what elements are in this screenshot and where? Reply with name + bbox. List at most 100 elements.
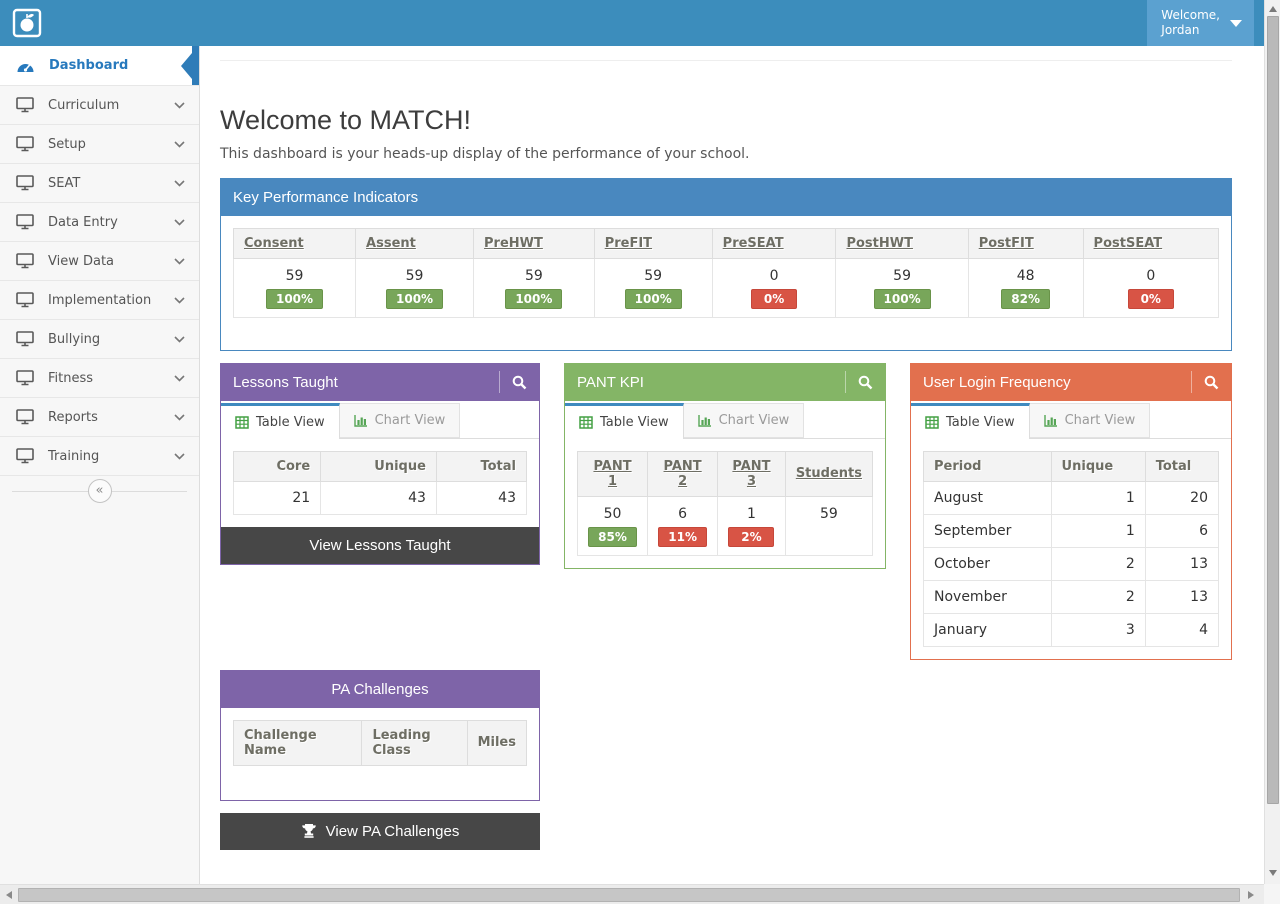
- user-menu-greeting: Welcome,: [1161, 8, 1220, 22]
- search-icon: [512, 375, 527, 390]
- kpi-col-preseat[interactable]: PreSEAT: [711, 228, 837, 259]
- trophy-icon: [301, 824, 316, 839]
- user-menu[interactable]: Welcome, Jordan: [1147, 0, 1254, 46]
- login-period: November: [923, 579, 1052, 614]
- login-total: 13: [1144, 546, 1220, 581]
- tab-label: Chart View: [1064, 412, 1136, 428]
- kpi-col-assent[interactable]: Assent: [355, 228, 475, 259]
- monitor-icon: [16, 292, 34, 308]
- tab-label: Table View: [600, 414, 669, 430]
- monitor-icon: [16, 370, 34, 386]
- pant-col-2: PANT 2: [647, 450, 719, 497]
- login-unique: 2: [1050, 579, 1146, 614]
- match-logo-icon: [12, 8, 42, 38]
- scroll-left-arrow[interactable]: [6, 890, 12, 899]
- kpi-col-prefit[interactable]: PreFIT: [593, 228, 713, 259]
- kpi-col-posthwt[interactable]: PostHWT: [835, 228, 969, 259]
- pant-value: 6: [678, 505, 688, 522]
- pant-values-row: 50 85% 6 11% 1 2% 59: [576, 495, 874, 556]
- kpi-pct-badge: 100%: [386, 288, 444, 309]
- login-row: August 1 20: [923, 480, 1220, 515]
- table-grid-icon: [925, 416, 939, 429]
- scroll-down-arrow[interactable]: [1268, 870, 1277, 876]
- page-title: Welcome to MATCH!: [220, 105, 472, 135]
- kpi-pct-badge: 0%: [1127, 288, 1174, 309]
- tab-label: Chart View: [718, 412, 790, 428]
- sidebar-item-label: Implementation: [48, 292, 152, 308]
- login-unique: 1: [1050, 513, 1146, 548]
- kpi-value: 59: [524, 268, 543, 284]
- horizontal-scrollbar[interactable]: [0, 884, 1264, 904]
- vertical-scrollbar-thumb[interactable]: [1266, 16, 1279, 804]
- pant-panel-title: PANT KPI: [577, 373, 644, 391]
- sidebar-nav: Dashboard Curriculum Setup SEAT: [0, 46, 200, 884]
- scroll-right-arrow[interactable]: [1248, 890, 1254, 899]
- scrollbar-corner: [1264, 884, 1280, 904]
- vertical-scrollbar[interactable]: [1264, 0, 1280, 884]
- sidebar-item-bullying[interactable]: Bullying: [0, 320, 199, 359]
- pant-search-button[interactable]: [845, 371, 873, 394]
- sidebar-item-seat[interactable]: SEAT: [0, 164, 199, 203]
- kpi-col-prehwt[interactable]: PreHWT: [473, 228, 595, 259]
- kpi-value: 59: [893, 268, 911, 284]
- kpi-panel: Key Performance Indicators Consent Assen…: [220, 178, 1232, 351]
- login-total: 20: [1144, 480, 1220, 515]
- lessons-tab-chart-view[interactable]: Chart View: [339, 402, 461, 438]
- lessons-tab-table-view[interactable]: Table View: [221, 402, 340, 439]
- bar-chart-icon: [353, 414, 367, 427]
- login-row: September 1 6: [923, 513, 1220, 548]
- monitor-icon: [16, 331, 34, 347]
- lessons-panel-title: Lessons Taught: [233, 373, 338, 391]
- login-col-period: Period: [923, 450, 1052, 482]
- sidebar-item-label: Fitness: [48, 370, 94, 386]
- sidebar-item-reports[interactable]: Reports: [0, 398, 199, 437]
- kpi-col-consent[interactable]: Consent: [232, 228, 357, 259]
- kpi-col-postfit[interactable]: PostFIT: [967, 228, 1084, 259]
- scroll-up-arrow[interactable]: [1268, 6, 1277, 12]
- pa-panel-title: PA Challenges: [331, 680, 429, 698]
- login-tab-chart-view[interactable]: Chart View: [1029, 402, 1151, 438]
- view-lessons-taught-button[interactable]: View Lessons Taught: [221, 526, 539, 564]
- login-search-button[interactable]: [1191, 371, 1219, 394]
- sidebar-item-dashboard[interactable]: Dashboard: [0, 46, 199, 86]
- login-table: Period Unique Total August 1 20: [923, 450, 1220, 647]
- sidebar-item-view-data[interactable]: View Data: [0, 242, 199, 281]
- kpi-pct-badge: 100%: [505, 288, 563, 309]
- sidebar-item-setup[interactable]: Setup: [0, 125, 199, 164]
- monitor-icon: [16, 136, 34, 152]
- sidebar-item-fitness[interactable]: Fitness: [0, 359, 199, 398]
- sidebar-item-curriculum[interactable]: Curriculum: [0, 86, 199, 125]
- user-login-frequency-panel: User Login Frequency Table View: [910, 362, 1232, 660]
- login-panel-title: User Login Frequency: [923, 373, 1071, 391]
- app-logo[interactable]: [10, 6, 44, 40]
- login-unique: 3: [1050, 612, 1146, 647]
- sidebar-item-label: Reports: [48, 409, 98, 425]
- chevron-down-icon: [174, 296, 185, 304]
- kpi-panel-title: Key Performance Indicators: [233, 189, 419, 206]
- login-unique: 2: [1050, 546, 1146, 581]
- sidebar-item-training[interactable]: Training: [0, 437, 199, 476]
- bar-chart-icon: [697, 414, 711, 427]
- kpi-col-postseat[interactable]: PostSEAT: [1082, 228, 1220, 259]
- login-tab-table-view[interactable]: Table View: [911, 402, 1030, 439]
- sidebar-collapse-button[interactable]: «: [87, 479, 112, 503]
- chevron-down-icon: [174, 452, 185, 460]
- kpi-pct-badge: 100%: [265, 288, 324, 309]
- login-total: 13: [1144, 579, 1220, 614]
- pant-tab-chart-view[interactable]: Chart View: [683, 402, 805, 438]
- sidebar-item-data-entry[interactable]: Data Entry: [0, 203, 199, 242]
- lessons-search-button[interactable]: [499, 371, 527, 394]
- view-pa-challenges-button[interactable]: View PA Challenges: [220, 812, 540, 850]
- pant-pct-badge: 85%: [588, 526, 637, 547]
- login-row: January 3 4: [923, 612, 1220, 647]
- pa-col-miles: Miles: [466, 719, 528, 766]
- horizontal-scrollbar-thumb[interactable]: [18, 887, 1240, 902]
- pant-students-value: 59: [819, 505, 838, 522]
- kpi-values-row: 59 100% 59 100% 59 100% 59 100% 0 0% 59 100% 4…: [232, 258, 1220, 318]
- chevron-down-icon: [174, 335, 185, 343]
- pant-tab-table-view[interactable]: Table View: [565, 402, 684, 439]
- lessons-values-row: 21 43 43: [232, 480, 528, 515]
- sidebar-item-label: Data Entry: [48, 214, 118, 230]
- sidebar-item-implementation[interactable]: Implementation: [0, 281, 199, 320]
- pant-col-1: PANT 1: [576, 450, 649, 497]
